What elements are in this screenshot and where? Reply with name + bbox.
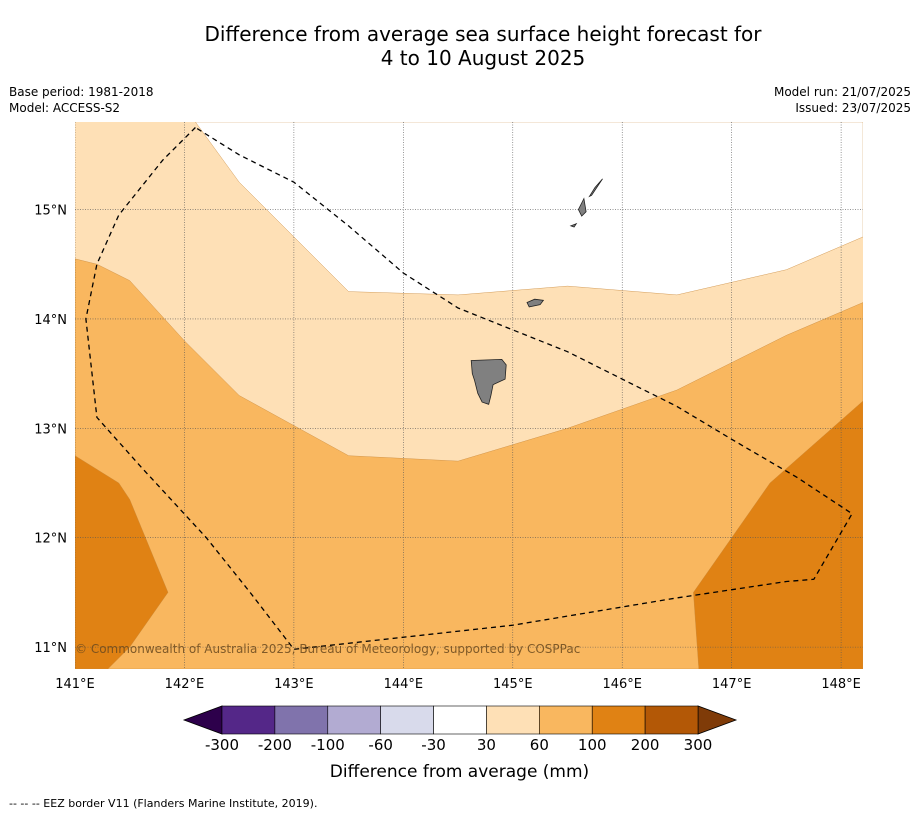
model-name: Model: ACCESS-S2 <box>9 101 121 115</box>
colorbar-segment <box>380 705 434 735</box>
title-line-1: Difference from average sea surface heig… <box>204 22 762 46</box>
meta-right: Model run: 21/07/2025 Issued: 23/07/2025 <box>774 84 911 116</box>
lon-tick-label: 142°E <box>165 677 205 692</box>
zone-100-to-200-3 <box>693 400 863 669</box>
lon-tick-label: 148°E <box>821 677 861 692</box>
lat-tick-label: 15°N <box>34 204 67 219</box>
colorbar-under-arrow <box>182 705 223 735</box>
lon-tick-label: 145°E <box>493 677 533 692</box>
colorbar-segment <box>221 705 276 735</box>
colorbar-tick-label: 200 <box>630 736 660 754</box>
lat-tick-label: 13°N <box>34 422 67 437</box>
issued-date: Issued: 23/07/2025 <box>795 101 911 115</box>
colorbar-tick-label: 30 <box>476 736 496 754</box>
colorbar-title: Difference from average (mm) <box>329 762 590 782</box>
lat-tick-label: 14°N <box>34 313 67 328</box>
colorbar-segment <box>486 705 540 735</box>
model-run: Model run: 21/07/2025 <box>773 85 911 99</box>
eez-border <box>85 126 853 650</box>
colorbar-tick-labels: -300 -200 -100 -60 -30 30 60 100 200 300 <box>0 736 919 756</box>
lon-tick-label: 146°E <box>602 677 642 692</box>
zone-100-to-200-2 <box>75 455 169 669</box>
colorbar-tick-label: 300 <box>683 736 713 754</box>
map-area: © Commonwealth of Australia 2025, Bureau… <box>75 122 863 669</box>
colorbar-tick-label: -300 <box>204 736 240 754</box>
colorbar-over-arrow <box>697 705 738 735</box>
island-saipan <box>588 178 603 198</box>
lon-tick-label: 144°E <box>384 677 424 692</box>
colorbar-segment <box>539 705 593 735</box>
colorbar-tick-label: -100 <box>310 736 345 754</box>
colorbar-segment <box>327 705 381 735</box>
chart-title: Difference from average sea surface heig… <box>0 22 919 70</box>
island-rota <box>526 298 545 308</box>
colorbar-segment <box>644 705 699 735</box>
copyright-text: © Commonwealth of Australia 2025, Bureau… <box>75 642 580 656</box>
lon-tick-label: 143°E <box>274 677 314 692</box>
lon-tick-label: 147°E <box>712 677 752 692</box>
lat-tick-label: 12°N <box>34 532 67 547</box>
island-aguijan <box>569 222 578 228</box>
island-tinian <box>577 197 587 217</box>
colorbar-segment <box>274 705 329 735</box>
colorbar-tick-label: -60 <box>368 736 393 754</box>
meta-left: Base period: 1981-2018 Model: ACCESS-S2 <box>9 84 154 116</box>
lon-tick-label: 141°E <box>55 677 95 692</box>
colorbar-tick-label: 100 <box>577 736 607 754</box>
eez-footer-note: -- -- -- EEZ border V11 (Flanders Marine… <box>9 797 318 810</box>
colorbar-tick-label: -200 <box>257 736 292 754</box>
lat-tick-label: 11°N <box>34 641 67 656</box>
island-guam <box>470 358 507 405</box>
colorbar-tick-label: 60 <box>529 736 549 754</box>
colorbar-segment <box>433 705 487 735</box>
colorbar-tick-label: -30 <box>421 736 446 754</box>
base-period: Base period: 1981-2018 <box>9 85 154 99</box>
colorbar-segment <box>591 705 646 735</box>
title-line-2: 4 to 10 August 2025 <box>380 46 586 70</box>
